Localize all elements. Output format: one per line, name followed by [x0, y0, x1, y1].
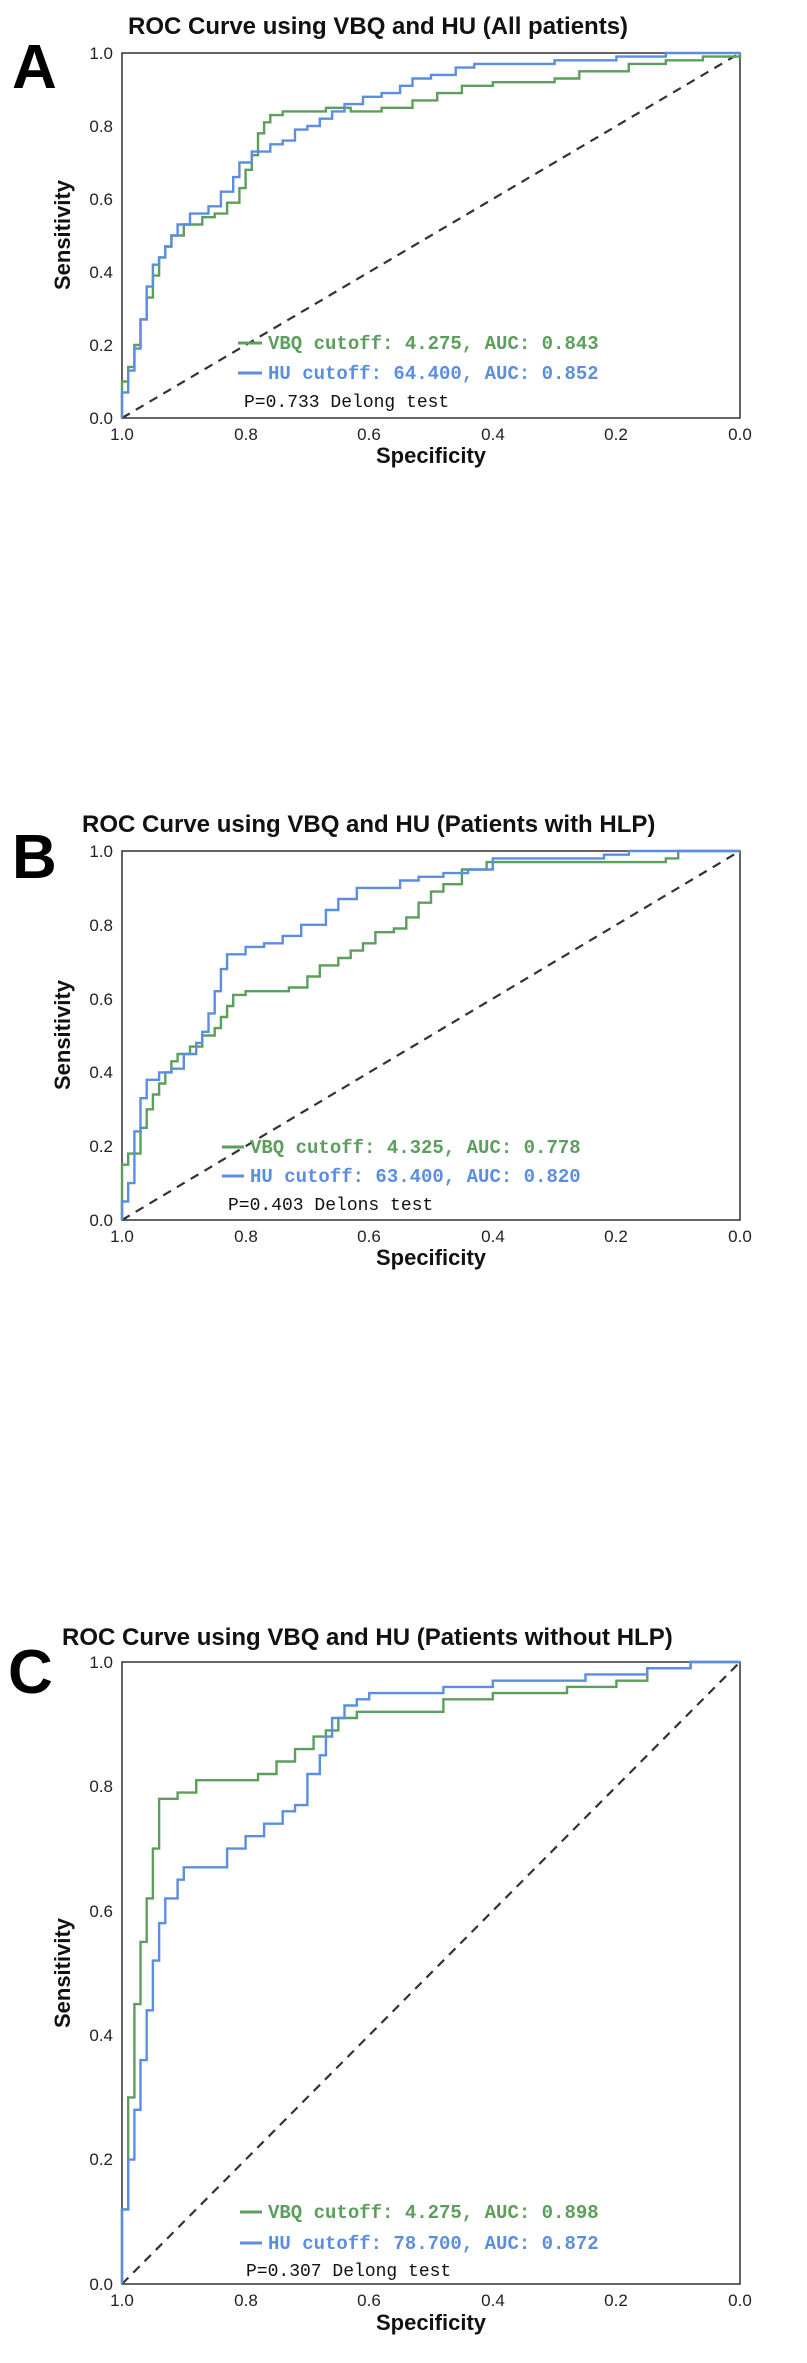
y-tick-label: 0.0 [89, 1211, 113, 1230]
hu-legend-label: HU cutoff: 63.400, AUC: 0.820 [250, 1166, 581, 1188]
y-tick-label: 0.6 [89, 190, 113, 209]
x-axis-label: Specificity [376, 1245, 487, 1270]
y-tick-label: 1.0 [89, 1653, 113, 1672]
y-tick-label: 0.4 [89, 2026, 113, 2045]
hu-roc-curve [120, 51, 740, 418]
vbq-legend-label: VBQ cutoff: 4.275, AUC: 0.898 [268, 2202, 599, 2224]
vbq-legend-label: VBQ cutoff: 4.325, AUC: 0.778 [250, 1137, 581, 1159]
y-tick-label: 0.4 [89, 263, 113, 282]
x-tick-label: 0.4 [481, 425, 505, 444]
hu-legend-label: HU cutoff: 78.700, AUC: 0.872 [268, 2233, 599, 2255]
y-tick-label: 0.8 [89, 1777, 113, 1796]
x-tick-label: 0.0 [728, 2291, 752, 2310]
x-axis-label: Specificity [376, 443, 487, 468]
chart-title: ROC Curve using VBQ and HU (Patients wit… [62, 1624, 673, 1651]
delong-test-note: P=0.307 Delong test [246, 2262, 451, 2282]
y-tick-label: 0.6 [89, 990, 113, 1009]
x-tick-label: 0.2 [604, 1227, 628, 1246]
vbq-roc-curve [120, 1660, 740, 2284]
x-tick-label: 1.0 [110, 2291, 134, 2310]
panel-letter: B [12, 823, 57, 892]
reference-diagonal [121, 52, 741, 419]
delong-test-note: P=0.733 Delong test [244, 393, 449, 413]
y-tick-label: 0.2 [89, 336, 113, 355]
x-tick-label: 0.6 [357, 2291, 381, 2310]
chart-title: ROC Curve using VBQ and HU (Patients wit… [82, 811, 655, 838]
hu-roc-curve [120, 849, 740, 1220]
hu-roc-curve [120, 1660, 740, 2284]
vbq-roc-curve [120, 849, 740, 1220]
x-tick-label: 0.6 [357, 1227, 381, 1246]
x-tick-label: 0.4 [481, 2291, 505, 2310]
x-tick-label: 0.8 [234, 425, 258, 444]
chart-title: ROC Curve using VBQ and HU (All patients… [128, 13, 628, 40]
panel-letter: A [12, 33, 57, 102]
plot-frame [121, 52, 741, 419]
y-tick-label: 0.2 [89, 2150, 113, 2169]
y-tick-label: 0.8 [89, 916, 113, 935]
y-tick-label: 1.0 [89, 44, 113, 63]
plot-frame [121, 1661, 741, 2285]
x-tick-label: 0.2 [604, 2291, 628, 2310]
y-axis-label: Sensitivity [50, 979, 75, 1090]
x-tick-label: 0.6 [357, 425, 381, 444]
vbq-legend-label: VBQ cutoff: 4.275, AUC: 0.843 [268, 333, 599, 355]
panel-a: A ROC Curve using VBQ and HU (All patien… [12, 13, 752, 468]
y-tick-label: 0.0 [89, 2275, 113, 2294]
x-axis-label: Specificity [376, 2310, 487, 2335]
x-tick-label: 0.2 [604, 425, 628, 444]
panel-b: B ROC Curve using VBQ and HU (Patients w… [12, 811, 752, 1270]
x-tick-label: 1.0 [110, 425, 134, 444]
x-tick-label: 0.4 [481, 1227, 505, 1246]
delong-test-note: P=0.403 Delons test [228, 1196, 433, 1216]
panel-letter: C [8, 1638, 53, 1707]
x-tick-label: 1.0 [110, 1227, 134, 1246]
y-tick-label: 1.0 [89, 842, 113, 861]
y-tick-label: 0.2 [89, 1137, 113, 1156]
y-tick-label: 0.6 [89, 1902, 113, 1921]
x-tick-label: 0.0 [728, 425, 752, 444]
x-tick-label: 0.0 [728, 1227, 752, 1246]
y-axis-label: Sensitivity [50, 179, 75, 290]
y-tick-label: 0.0 [89, 409, 113, 428]
reference-diagonal [121, 850, 741, 1221]
y-axis-label: Sensitivity [50, 1917, 75, 2028]
y-tick-label: 0.8 [89, 117, 113, 136]
hu-legend-label: HU cutoff: 64.400, AUC: 0.852 [268, 363, 599, 385]
reference-diagonal [121, 1661, 741, 2285]
x-tick-label: 0.8 [234, 2291, 258, 2310]
y-tick-label: 0.4 [89, 1063, 113, 1082]
panel-c: C ROC Curve using VBQ and HU (Patients w… [8, 1624, 752, 2335]
x-tick-label: 0.8 [234, 1227, 258, 1246]
plot-frame [121, 850, 741, 1221]
